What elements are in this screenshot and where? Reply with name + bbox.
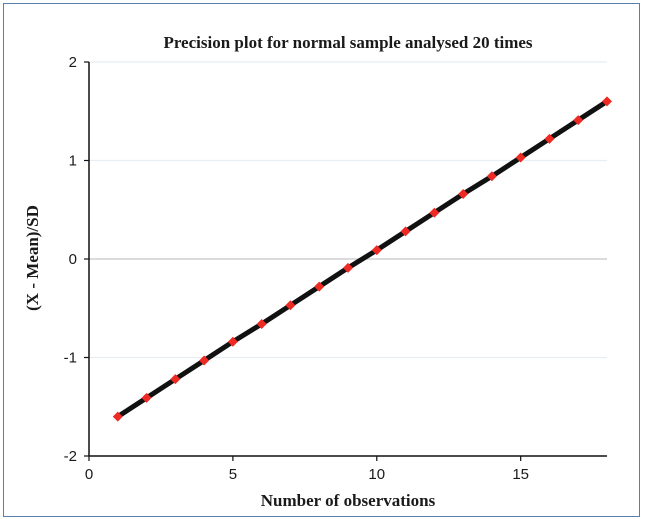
y-axis-label: (X - Mean)/SD <box>23 205 42 311</box>
data-point <box>400 226 411 237</box>
chart-frame <box>3 3 640 517</box>
x-axis-label: Number of observations <box>261 491 436 510</box>
data-point <box>199 355 210 366</box>
data-point <box>141 392 152 403</box>
y-tick-label: 1 <box>69 153 77 170</box>
y-tick-label: 2 <box>69 54 77 71</box>
x-tick-label: 0 <box>85 466 93 483</box>
data-point <box>602 96 612 107</box>
data-point <box>429 207 440 218</box>
data-point <box>112 411 123 422</box>
series-line <box>115 98 610 420</box>
gridlines <box>89 61 607 359</box>
data-point <box>486 171 497 182</box>
data-point <box>515 152 526 163</box>
x-tick-label: 5 <box>229 466 237 483</box>
data-point <box>573 115 584 126</box>
y-tick-label: -2 <box>64 448 77 465</box>
data-point <box>371 245 382 256</box>
data-point <box>170 374 181 385</box>
data-point <box>314 281 325 292</box>
data-point <box>227 336 238 347</box>
x-tick-labels: 0 5 10 15 <box>85 466 529 483</box>
series <box>112 96 612 422</box>
data-point <box>343 262 353 273</box>
axes <box>84 61 607 461</box>
x-tick-label: 10 <box>368 466 385 483</box>
data-point <box>458 188 469 199</box>
data-point <box>544 133 555 144</box>
data-point <box>285 300 296 311</box>
y-tick-label: -1 <box>64 350 77 367</box>
x-tick-label: 15 <box>512 466 529 483</box>
y-tick-label: 0 <box>69 251 77 268</box>
chart-title: Precision plot for normal sample analyse… <box>163 33 532 52</box>
y-tick-labels: 2 1 0 -1 -2 <box>64 54 77 465</box>
data-point <box>256 319 267 330</box>
